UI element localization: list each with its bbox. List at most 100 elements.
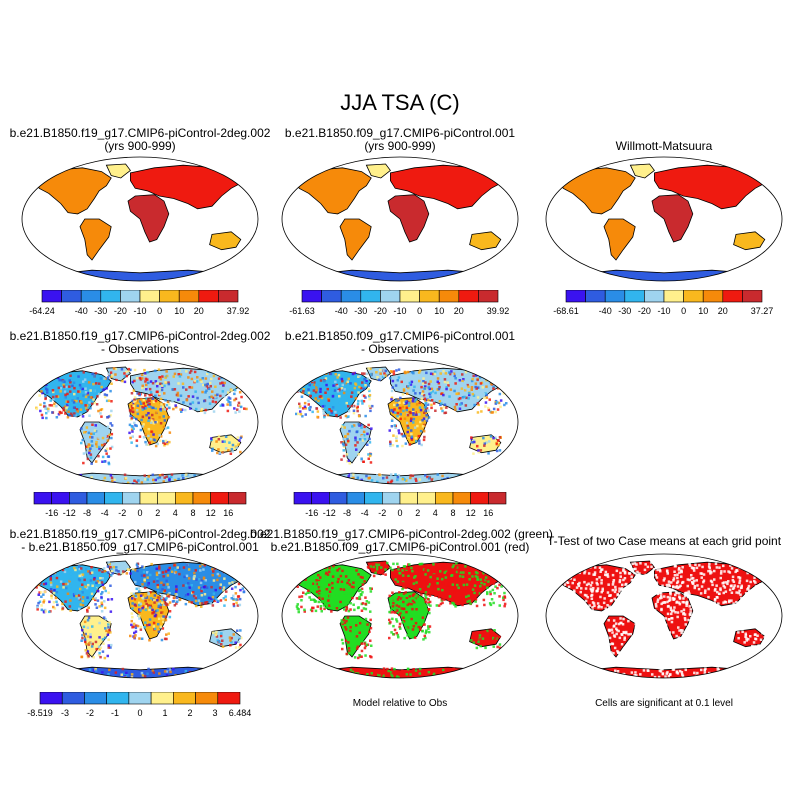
grid-cell <box>346 460 349 463</box>
grid-cell <box>342 592 346 595</box>
grid-cell <box>397 368 401 371</box>
grid-cell <box>491 477 495 481</box>
grid-cell <box>199 569 202 572</box>
grid-cell <box>220 632 223 635</box>
grid-cell <box>312 570 315 573</box>
grid-cell <box>301 415 304 418</box>
grid-cell <box>469 602 472 605</box>
colorbar-box <box>663 290 684 303</box>
grid-cell <box>411 594 415 598</box>
grid-cell <box>347 423 351 427</box>
grid-cell <box>482 598 486 602</box>
grid-cell <box>342 391 346 395</box>
grid-cell <box>753 576 756 579</box>
grid-cell <box>135 587 138 591</box>
grid-cell <box>237 570 241 574</box>
grid-cell <box>94 669 98 672</box>
grid-cell <box>110 476 114 479</box>
grid-cell <box>408 675 412 678</box>
grid-cell <box>205 670 208 673</box>
grid-cell <box>166 595 169 598</box>
grid-cell <box>340 620 344 624</box>
grid-cell <box>378 671 381 675</box>
grid-cell <box>680 575 683 578</box>
grid-cell <box>315 579 318 582</box>
grid-cell <box>683 617 687 620</box>
grid-cell <box>747 586 750 590</box>
grid-cell <box>40 604 43 607</box>
grid-cell <box>217 434 221 438</box>
grid-cell <box>77 594 81 597</box>
grid-cell <box>418 413 421 416</box>
grid-cell <box>154 609 158 613</box>
grid-cell <box>226 403 229 406</box>
grid-cell <box>304 407 307 410</box>
grid-cell <box>336 376 339 379</box>
grid-cell <box>189 402 192 406</box>
grid-cell <box>78 607 81 611</box>
grid-cell <box>669 591 672 594</box>
grid-cell <box>719 587 722 590</box>
grid-cell <box>149 604 152 608</box>
grid-cell <box>123 372 126 375</box>
grid-cell <box>167 403 171 406</box>
grid-cell <box>609 651 613 654</box>
grid-cell <box>224 581 227 584</box>
grid-cell <box>111 572 114 575</box>
grid-cell <box>42 610 46 614</box>
grid-cell <box>147 403 150 407</box>
grid-cell <box>676 580 680 583</box>
grid-cell <box>87 381 91 384</box>
grid-cell <box>333 389 337 392</box>
grid-cell <box>348 651 351 655</box>
grid-cell <box>106 377 109 381</box>
grid-cell <box>455 392 459 396</box>
grid-cell <box>356 476 360 479</box>
grid-cell <box>315 399 319 402</box>
grid-cell <box>356 645 360 648</box>
grid-cell <box>106 654 109 658</box>
grid-cell <box>423 397 427 400</box>
grid-cell <box>630 575 633 578</box>
grid-cell <box>151 473 155 477</box>
grid-cell <box>722 584 725 588</box>
grid-cell <box>620 587 624 590</box>
grid-cell <box>162 439 165 443</box>
grid-cell <box>136 569 139 573</box>
grid-cell <box>396 633 400 637</box>
grid-cell <box>606 575 610 578</box>
grid-cell <box>611 573 615 577</box>
grid-cell <box>570 677 573 678</box>
grid-cell <box>441 588 444 592</box>
grid-cell <box>90 652 93 655</box>
grid-cell <box>686 578 690 581</box>
grid-cell <box>214 588 217 592</box>
grid-cell <box>360 642 363 645</box>
grid-cell <box>105 447 109 451</box>
grid-cell <box>366 673 369 676</box>
grid-cell <box>98 581 101 584</box>
grid-cell <box>110 409 113 413</box>
grid-cell <box>703 591 707 594</box>
grid-cell <box>317 585 321 589</box>
grid-cell <box>579 673 582 676</box>
grid-cell <box>656 636 659 640</box>
grid-cell <box>397 474 401 477</box>
grid-cell <box>56 395 60 398</box>
grid-cell <box>43 566 47 569</box>
grid-cell <box>48 610 51 614</box>
grid-cell <box>320 566 323 569</box>
grid-cell <box>365 474 368 478</box>
grid-cell <box>680 569 683 572</box>
grid-cell <box>238 374 242 377</box>
grid-cell <box>87 583 90 587</box>
grid-cell <box>71 414 74 417</box>
grid-cell <box>504 582 507 586</box>
grid-cell <box>424 474 427 477</box>
grid-cell <box>412 582 416 585</box>
grid-cell <box>668 618 671 621</box>
grid-cell <box>308 568 311 572</box>
grid-cell <box>200 589 203 593</box>
grid-cell <box>158 416 161 419</box>
grid-cell <box>159 603 163 607</box>
